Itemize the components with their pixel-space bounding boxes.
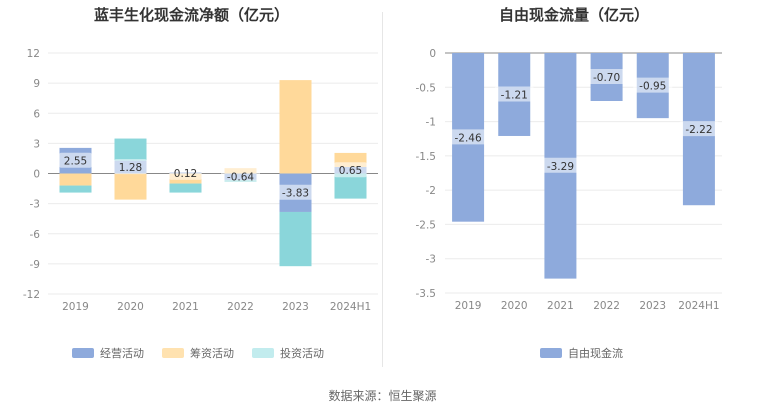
- c1-data-label-bg-2021: [540, 157, 580, 173]
- c1-data-label-bg-2024H1: [679, 121, 719, 137]
- c1-data-label-bg-2019: [448, 129, 488, 145]
- c0-xtick-label-2022: 2022: [227, 301, 254, 313]
- right-chart-title: 自由现金流量（亿元）: [498, 6, 649, 24]
- c1-data-label-2020: -1.21: [501, 89, 528, 101]
- c1-ytick-label-2: -1: [426, 117, 436, 129]
- c0-data-label-2022: -0.64: [227, 172, 254, 184]
- c0-ytick-label-3: 3: [33, 138, 40, 150]
- c0-bar-筹资活动-2023: [279, 80, 312, 174]
- c0-data-label-bg-2020: [114, 159, 147, 175]
- c0-data-label-2020: 1.28: [119, 162, 142, 174]
- c0-bar-投资活动-2024H1: [334, 173, 367, 199]
- c0-ytick-label-2: 6: [33, 108, 40, 120]
- legend-swatch-investing: [252, 348, 274, 358]
- legend-item-operating[interactable]: 经营活动: [72, 345, 144, 361]
- c1-xtick-label-2024H1: 2024H1: [678, 300, 719, 312]
- c0-xtick-label-2024H1: 2024H1: [330, 301, 371, 313]
- c0-data-label-2021: 0.12: [174, 168, 197, 180]
- c0-bar-投资活动-2021: [169, 183, 202, 193]
- c1-ytick-label-1: -0.5: [416, 82, 437, 94]
- c1-xtick-label-2021: 2021: [547, 300, 574, 312]
- legend-item-financing[interactable]: 筹资活动: [162, 345, 234, 361]
- c0-data-label-2019: 2.55: [64, 156, 87, 168]
- c0-data-label-bg-2022: [221, 168, 260, 184]
- c0-ytick-label-1: 9: [33, 78, 40, 90]
- c0-data-label-bg-2023: [276, 184, 315, 200]
- c1-data-label-bg-2020: [494, 86, 534, 102]
- c0-xtick-label-2019: 2019: [62, 301, 89, 313]
- c1-data-label-2024H1: -2.22: [685, 124, 712, 136]
- c1-xtick-label-2023: 2023: [639, 300, 666, 312]
- c1-data-label-bg-2023: [633, 77, 673, 93]
- c1-ytick-label-3: -1.5: [416, 151, 437, 163]
- legend-label-investing: 投资活动: [280, 347, 324, 360]
- legend-item-free-cash-flow[interactable]: 自由现金流: [540, 345, 623, 361]
- data-source: 数据来源：恒生聚源: [328, 389, 437, 403]
- c1-xtick-label-2019: 2019: [455, 300, 482, 312]
- c1-xtick-label-2020: 2020: [501, 300, 528, 312]
- c0-data-label-2023: -3.83: [282, 188, 309, 200]
- legend-swatch-operating: [72, 348, 94, 358]
- legend-label-free-cash-flow: 自由现金流: [568, 347, 623, 360]
- c0-data-label-2024H1: 0.65: [339, 165, 362, 177]
- left-chart-title: 蓝丰生化现金流净额（亿元）: [93, 6, 289, 24]
- c1-data-label-2023: -0.95: [639, 81, 666, 93]
- c0-data-label-bg-2021: [169, 164, 202, 180]
- c0-ytick-label-6: -6: [30, 229, 41, 241]
- c0-xtick-label-2020: 2020: [117, 301, 144, 313]
- c0-xtick-label-2021: 2021: [172, 301, 199, 313]
- c0-ytick-label-0: 12: [27, 48, 40, 60]
- c1-data-label-bg-2022: [587, 69, 627, 84]
- chart-divider: [382, 12, 383, 367]
- c0-ytick-label-8: -12: [23, 289, 40, 301]
- c0-bar-筹资活动-2020: [114, 173, 147, 200]
- c1-data-label-2021: -3.29: [547, 161, 574, 173]
- c0-bar-投资活动-2020: [114, 138, 147, 161]
- c1-data-label-2019: -2.46: [454, 132, 481, 144]
- right-legend: 自由现金流: [540, 345, 623, 361]
- c1-ytick-label-6: -3: [426, 254, 436, 266]
- c0-ytick-label-7: -9: [30, 259, 40, 271]
- c0-data-label-bg-2019: [59, 152, 92, 168]
- c0-bar-投资活动-2019: [59, 185, 92, 193]
- legend-swatch-free-cash-flow: [540, 348, 562, 358]
- c0-xtick-label-2023: 2023: [282, 301, 309, 313]
- c0-ytick-label-4: 0: [33, 169, 40, 181]
- c0-ytick-label-5: -3: [30, 199, 40, 211]
- legend-label-operating: 经营活动: [100, 347, 144, 360]
- c1-ytick-label-0: 0: [429, 48, 436, 60]
- c0-bar-筹资活动-2019: [59, 173, 92, 186]
- c1-data-label-2022: -0.70: [593, 72, 620, 84]
- c1-ytick-label-4: -2: [426, 185, 436, 197]
- legend-item-investing[interactable]: 投资活动: [252, 345, 324, 361]
- c1-ytick-label-7: -3.5: [416, 288, 437, 300]
- c1-ytick-label-5: -2.5: [416, 219, 437, 231]
- left-legend: 经营活动 筹资活动 投资活动: [72, 345, 324, 361]
- legend-swatch-financing: [162, 348, 184, 358]
- c1-xtick-label-2022: 2022: [593, 300, 620, 312]
- c0-bar-投资活动-2023: [279, 211, 312, 267]
- legend-label-financing: 筹资活动: [190, 347, 234, 360]
- c0-data-label-bg-2024H1: [334, 162, 367, 178]
